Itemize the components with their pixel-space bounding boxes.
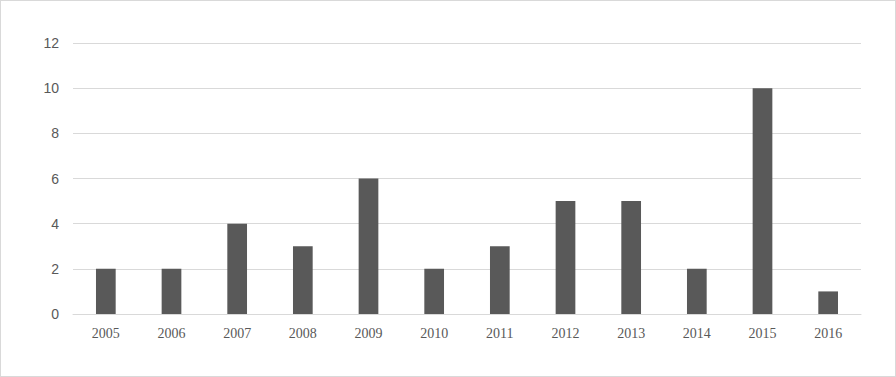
svg-text:2016: 2016: [814, 326, 842, 341]
svg-text:2015: 2015: [749, 326, 777, 341]
svg-text:8: 8: [51, 125, 59, 141]
svg-text:2014: 2014: [683, 326, 711, 341]
svg-text:2012: 2012: [552, 326, 580, 341]
svg-text:2: 2: [51, 261, 59, 277]
svg-text:2010: 2010: [420, 326, 448, 341]
svg-text:0: 0: [51, 306, 59, 322]
svg-text:6: 6: [51, 171, 59, 187]
svg-text:12: 12: [43, 35, 59, 51]
svg-text:2006: 2006: [158, 326, 186, 341]
svg-text:2013: 2013: [617, 326, 645, 341]
svg-text:2005: 2005: [92, 326, 120, 341]
svg-text:2008: 2008: [289, 326, 317, 341]
svg-text:2009: 2009: [355, 326, 383, 341]
svg-text:10: 10: [43, 80, 59, 96]
svg-text:4: 4: [51, 216, 59, 232]
svg-text:2011: 2011: [486, 326, 513, 341]
svg-text:2007: 2007: [223, 326, 251, 341]
